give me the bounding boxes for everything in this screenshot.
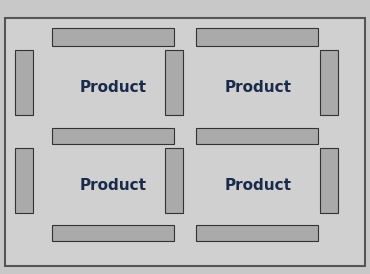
Bar xyxy=(15,148,33,213)
Bar xyxy=(52,225,174,241)
Bar xyxy=(196,225,318,241)
Bar xyxy=(52,128,174,144)
Bar xyxy=(320,148,338,213)
Bar xyxy=(196,28,318,46)
Text: Product: Product xyxy=(225,81,292,96)
Text: Product: Product xyxy=(225,178,292,193)
Text: Product: Product xyxy=(80,178,147,193)
Bar xyxy=(320,50,338,115)
Bar xyxy=(196,128,318,144)
Text: Product: Product xyxy=(80,81,147,96)
Bar xyxy=(15,50,33,115)
Bar xyxy=(165,148,183,213)
Bar xyxy=(52,28,174,46)
Bar xyxy=(165,50,183,115)
